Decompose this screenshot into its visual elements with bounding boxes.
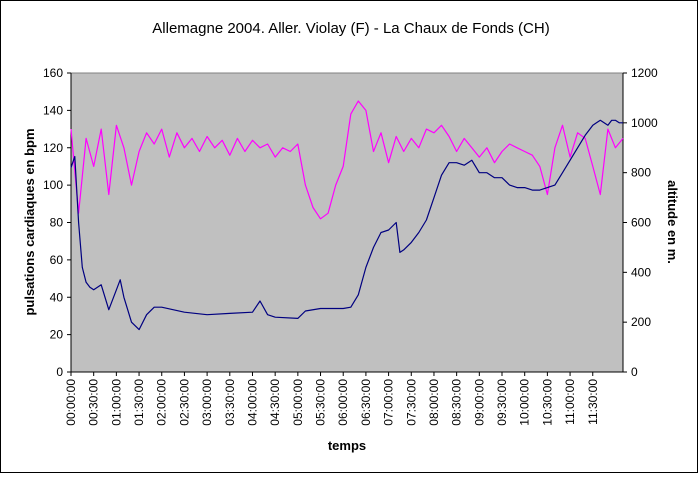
y-tick-label: 20 <box>50 328 64 342</box>
altitude-series-line <box>70 119 623 331</box>
y-tick-label: 100 <box>43 178 63 192</box>
y-tick-labels: 0 20 40 60 80 100 120 140 160 <box>43 66 63 379</box>
y2-tick-label: 0 <box>631 365 638 379</box>
x-tick-label: 04:30:00 <box>268 379 282 426</box>
plot-area <box>70 72 624 373</box>
y-tick-label: 120 <box>43 141 63 155</box>
x-tick-label: 06:00:00 <box>336 379 350 426</box>
x-tick-label: 08:00:00 <box>427 379 441 426</box>
y2-tick-label: 400 <box>631 265 651 279</box>
y-tick-label: 0 <box>56 365 63 379</box>
x-tick-label: 09:00:00 <box>472 379 486 426</box>
x-tick-label: 03:00:00 <box>200 379 214 426</box>
x-tick-label: 00:30:00 <box>87 379 101 426</box>
y-tick-label: 140 <box>43 103 63 117</box>
series-layer <box>70 100 624 331</box>
heart-rate-series-line <box>70 100 624 220</box>
x-tick-label: 10:00:00 <box>518 379 532 426</box>
y2-tick-label: 800 <box>631 166 651 180</box>
x-tick-label: 02:00:00 <box>155 379 169 426</box>
x-tick-label: 01:30:00 <box>132 379 146 426</box>
y2-tick-label: 1200 <box>631 66 658 80</box>
y2-axis-label: altitude en m. <box>665 180 680 264</box>
x-tick-label: 02:30:00 <box>177 379 191 426</box>
x-tick-label: 03:30:00 <box>223 379 237 426</box>
x-tick-label: 11:00:00 <box>563 379 577 425</box>
x-tick-label: 11:30:00 <box>586 379 600 425</box>
x-tick-label: 04:00:00 <box>245 379 259 426</box>
y2-tick-label: 600 <box>631 216 651 230</box>
x-tick-labels: 00:00:00 00:30:00 01:00:00 01:30:00 02:00:00… <box>64 379 600 426</box>
x-axis-label: temps <box>328 438 366 453</box>
chart-title: Allemagne 2004. Aller. Violay (F) - La C… <box>152 20 549 37</box>
x-tick-label: 07:30:00 <box>404 379 418 426</box>
x-tick-label: 06:30:00 <box>359 379 373 426</box>
y-tick-label: 60 <box>50 253 64 267</box>
y2-tick-label: 200 <box>631 315 651 329</box>
y-axis-label: pulsations cardiaques en bpm <box>22 128 37 315</box>
y2-tick-label: 1000 <box>631 116 658 130</box>
x-tick-label: 01:00:00 <box>109 379 123 426</box>
y-tick-label: 40 <box>50 290 64 304</box>
y2-tick-labels: 0 200 400 600 800 1000 1200 <box>631 66 658 379</box>
x-tick-label: 09:30:00 <box>495 379 509 426</box>
x-tick-label: 08:30:00 <box>450 379 464 426</box>
x-tick-label: 07:00:00 <box>382 379 396 426</box>
x-tick-label: 10:30:00 <box>540 379 554 426</box>
x-tick-label: 05:30:00 <box>314 379 328 426</box>
y-tick-label: 80 <box>50 216 64 230</box>
x-tick-label: 05:00:00 <box>291 379 305 426</box>
x-tick-label: 00:00:00 <box>64 379 78 426</box>
y-tick-label: 160 <box>43 66 63 80</box>
